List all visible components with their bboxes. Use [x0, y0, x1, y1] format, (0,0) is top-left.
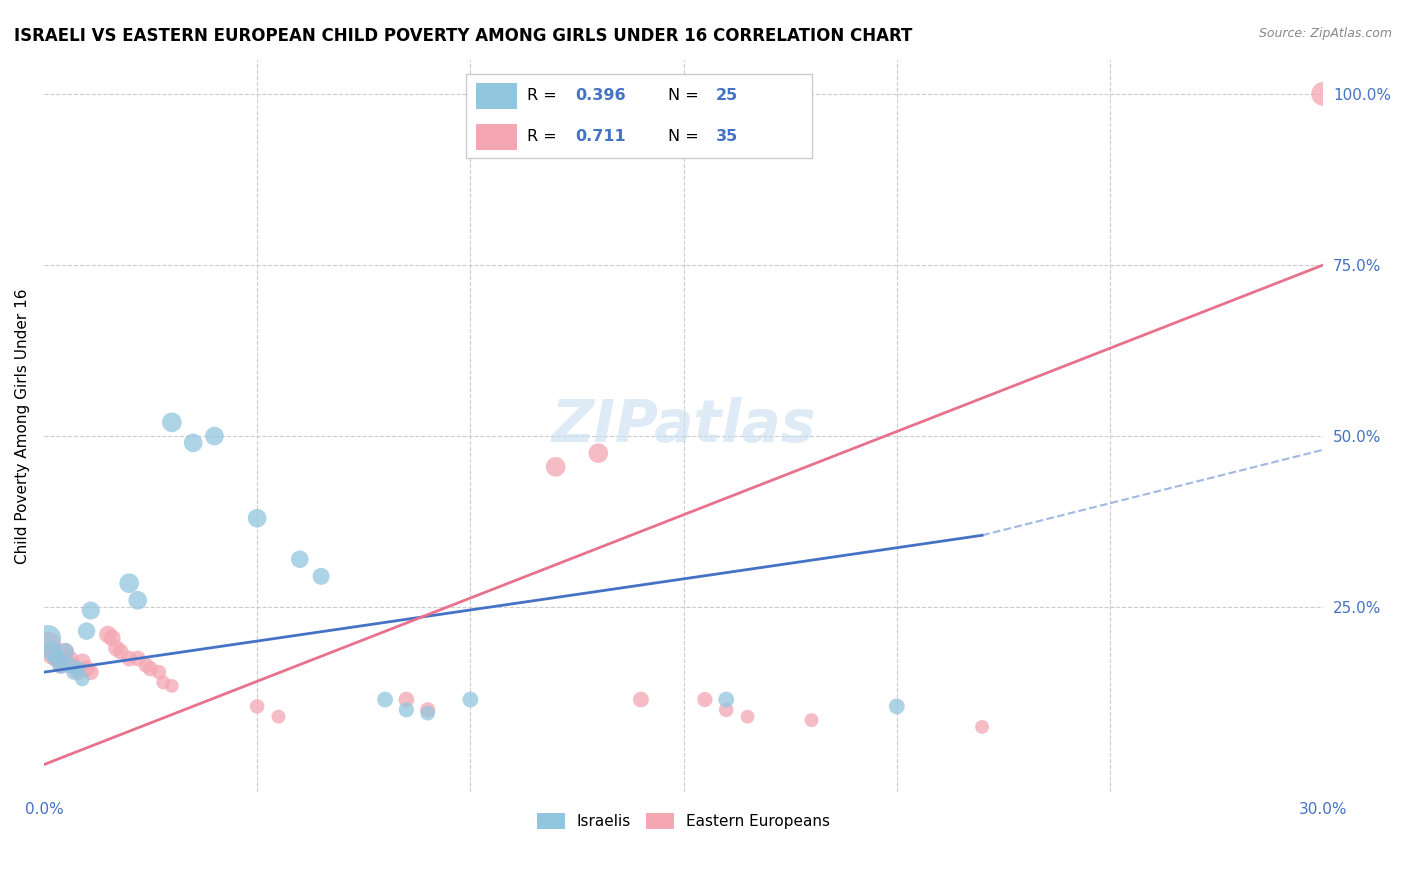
- Point: [800, 713, 823, 727]
- Text: Source: ZipAtlas.com: Source: ZipAtlas.com: [1258, 27, 1392, 40]
- Point: [716, 703, 738, 717]
- Point: [374, 692, 396, 706]
- Point: [127, 593, 149, 607]
- Point: [152, 675, 174, 690]
- Point: [62, 658, 84, 673]
- Point: [127, 651, 149, 665]
- Point: [395, 703, 418, 717]
- Point: [737, 709, 759, 723]
- Point: [45, 651, 67, 665]
- Point: [148, 665, 170, 680]
- Text: ISRAELI VS EASTERN EUROPEAN CHILD POVERTY AMONG GIRLS UNDER 16 CORRELATION CHART: ISRAELI VS EASTERN EUROPEAN CHILD POVERT…: [14, 27, 912, 45]
- Point: [72, 672, 94, 686]
- Point: [135, 658, 157, 673]
- Point: [58, 651, 80, 665]
- Point: [972, 720, 994, 734]
- Point: [41, 648, 63, 662]
- Point: [72, 655, 94, 669]
- Point: [246, 699, 269, 714]
- Legend: Israelis, Eastern Europeans: Israelis, Eastern Europeans: [531, 807, 837, 836]
- Point: [45, 651, 67, 665]
- Point: [416, 703, 439, 717]
- Point: [1312, 87, 1334, 101]
- Point: [118, 576, 141, 591]
- Text: N =: N =: [668, 88, 704, 103]
- Point: [53, 645, 76, 659]
- Point: [76, 624, 98, 639]
- Point: [80, 604, 103, 618]
- Text: 25: 25: [716, 88, 738, 103]
- Point: [693, 692, 716, 706]
- Point: [416, 706, 439, 721]
- Point: [80, 665, 103, 680]
- Point: [76, 662, 98, 676]
- Text: ZIPatlas: ZIPatlas: [551, 397, 815, 454]
- Point: [101, 631, 124, 645]
- Point: [544, 459, 567, 474]
- Point: [110, 645, 132, 659]
- Point: [181, 436, 204, 450]
- Point: [105, 641, 128, 656]
- Point: [49, 658, 72, 673]
- Point: [395, 692, 418, 706]
- Text: 35: 35: [716, 129, 738, 145]
- Text: 0.711: 0.711: [575, 129, 626, 145]
- Point: [62, 665, 84, 680]
- Point: [66, 662, 89, 676]
- Point: [630, 692, 652, 706]
- Point: [49, 658, 72, 673]
- Point: [53, 645, 76, 659]
- Point: [160, 415, 183, 429]
- Point: [288, 552, 311, 566]
- Text: 0.396: 0.396: [575, 88, 626, 103]
- Point: [97, 627, 120, 641]
- Y-axis label: Child Poverty Among Girls Under 16: Child Poverty Among Girls Under 16: [15, 288, 30, 564]
- Point: [267, 709, 290, 723]
- Point: [588, 446, 610, 460]
- Point: [309, 569, 332, 583]
- Point: [160, 679, 183, 693]
- FancyBboxPatch shape: [465, 74, 811, 159]
- Point: [716, 692, 738, 706]
- Point: [37, 638, 59, 652]
- Point: [886, 699, 908, 714]
- FancyBboxPatch shape: [477, 83, 517, 109]
- Text: R =: R =: [527, 88, 562, 103]
- Point: [58, 658, 80, 673]
- FancyBboxPatch shape: [477, 124, 517, 150]
- Point: [37, 631, 59, 645]
- Text: N =: N =: [668, 129, 704, 145]
- Point: [460, 692, 482, 706]
- Point: [41, 645, 63, 659]
- Point: [139, 662, 162, 676]
- Point: [66, 665, 89, 680]
- Point: [204, 429, 226, 443]
- Text: R =: R =: [527, 129, 562, 145]
- Point: [246, 511, 269, 525]
- Point: [118, 651, 141, 665]
